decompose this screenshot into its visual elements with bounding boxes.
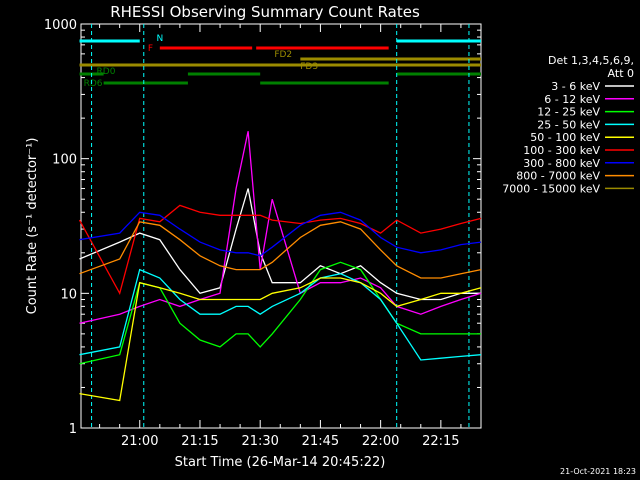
config-bars: NF FD2 FD3 RD0 RD6 <box>79 34 481 89</box>
series-line <box>79 211 482 257</box>
config-bar-label: FD3 <box>300 62 318 72</box>
x-tick-label: 22:00 <box>362 434 399 449</box>
x-tick-label: 21:45 <box>302 434 339 449</box>
y-tick-label: 10 <box>60 287 77 302</box>
config-bar-label: N <box>157 34 164 44</box>
config-bar-label: FD2 <box>274 50 292 60</box>
plot-frame <box>80 23 482 429</box>
x-tick-label: 21:00 <box>121 434 158 449</box>
legend-label: 25 - 50 keV <box>537 118 600 131</box>
legend-label: 300 - 800 keV <box>523 157 600 170</box>
x-axis: 21:00 21:15 21:30 21:45 22:00 22:15 <box>99 24 482 449</box>
y-axis-label: Count Rate (s⁻¹ detector⁻¹) <box>25 138 40 315</box>
series-lines <box>78 131 482 402</box>
config-bar-label: F <box>148 44 153 54</box>
y-tick-label: 100 <box>52 153 77 168</box>
config-bar-label: RD0 <box>97 67 116 77</box>
legend-header: Det 1,3,4,5,6,9, <box>548 54 634 67</box>
series-line <box>79 268 482 361</box>
legend-label: 100 - 300 keV <box>523 144 600 157</box>
x-tick-label: 22:15 <box>422 434 459 449</box>
y-tick-label: 1000 <box>44 18 77 33</box>
x-axis-label: Start Time (26-Mar-14 20:45:22) <box>175 455 386 470</box>
series-line <box>78 204 482 296</box>
legend-label: 6 - 12 keV <box>544 93 600 106</box>
legend-label: 12 - 25 keV <box>537 106 600 119</box>
legend-label: 7000 - 15000 keV <box>502 182 600 195</box>
y-tick-label: 1 <box>69 422 77 437</box>
config-bar-label: RD6 <box>84 79 103 89</box>
x-tick-label: 21:15 <box>181 434 218 449</box>
series-line <box>79 261 481 365</box>
footer-date: 21-Oct-2021 18:23 <box>560 467 636 476</box>
series-line <box>79 277 482 402</box>
legend-label: 50 - 100 keV <box>530 131 600 144</box>
legend-label: 3 - 6 keV <box>551 80 600 93</box>
series-line <box>79 131 482 324</box>
x-tick-label: 21:30 <box>241 434 278 449</box>
legend-header: Att 0 <box>608 67 634 80</box>
y-axis: 1 10 100 1000 <box>44 18 481 437</box>
series-line <box>79 188 481 301</box>
chart-title: RHESSI Observing Summary Count Rates <box>110 3 420 21</box>
legend-label: 800 - 7000 keV <box>516 170 600 183</box>
series-line <box>79 221 482 279</box>
